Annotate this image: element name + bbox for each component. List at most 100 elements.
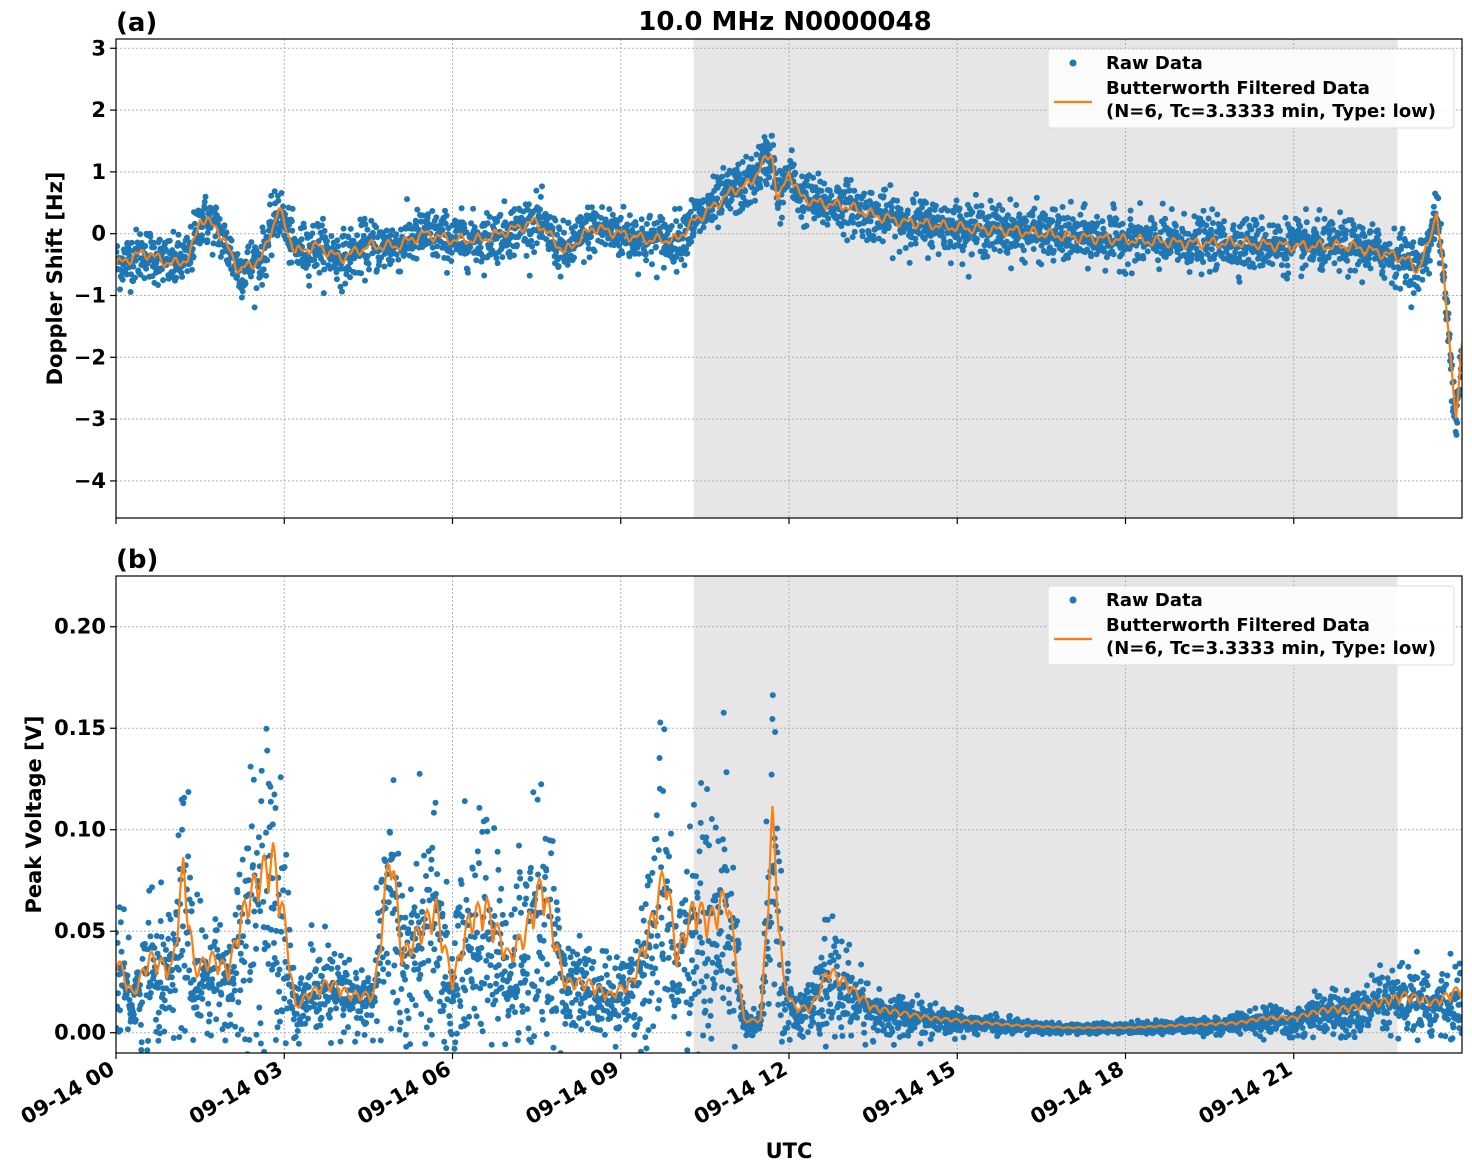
raw-data-point [398, 986, 405, 992]
raw-data-point [237, 950, 244, 957]
raw-data-point [656, 755, 663, 761]
raw-data-point [186, 967, 193, 974]
raw-data-point [1399, 225, 1406, 232]
raw-data-point [640, 917, 647, 924]
raw-data-point [711, 981, 718, 988]
raw-data-point [171, 250, 178, 257]
raw-data-point [244, 918, 251, 925]
raw-data-point [175, 966, 182, 973]
raw-data-point [426, 897, 433, 904]
raw-data-point [199, 995, 206, 1002]
raw-data-point [210, 1067, 216, 1073]
raw-data-point [1251, 264, 1258, 271]
raw-data-point [554, 907, 561, 914]
raw-data-point [1101, 248, 1108, 255]
raw-data-point [896, 248, 903, 255]
legend-filtered-label: Butterworth Filtered Data [1106, 78, 1370, 99]
raw-data-point [415, 966, 422, 973]
raw-data-point [713, 942, 720, 949]
raw-data-point [349, 1005, 356, 1012]
raw-data-point [430, 967, 437, 974]
raw-data-point [160, 941, 167, 948]
raw-data-point [1185, 230, 1192, 237]
raw-data-point [343, 971, 350, 978]
raw-data-point [1424, 253, 1431, 260]
raw-data-point [1084, 265, 1091, 272]
raw-data-point [519, 1003, 526, 1009]
raw-data-point [483, 816, 490, 823]
raw-data-point [147, 990, 154, 996]
raw-data-point [859, 233, 866, 240]
raw-data-point [632, 222, 639, 229]
raw-data-point [149, 884, 155, 891]
raw-data-point [177, 952, 184, 959]
raw-data-point [251, 304, 258, 311]
raw-data-point [228, 237, 235, 244]
raw-data-point [1236, 278, 1243, 285]
raw-data-point [708, 1035, 715, 1042]
raw-data-point [130, 263, 137, 270]
raw-data-point [921, 236, 928, 242]
raw-data-point [523, 895, 530, 902]
raw-data-point [440, 980, 447, 987]
raw-data-point [956, 237, 963, 243]
raw-data-point [1352, 267, 1359, 274]
raw-data-point [521, 901, 528, 908]
raw-data-point [442, 974, 449, 980]
raw-data-point [392, 906, 399, 913]
raw-data-point [206, 1018, 212, 1025]
raw-data-point [328, 233, 335, 240]
filtered-data-line [116, 153, 1462, 419]
y-axis-label: Doppler Shift [Hz] [43, 172, 67, 386]
raw-data-point [133, 226, 140, 233]
raw-data-point [672, 206, 678, 212]
raw-data-point [487, 982, 494, 989]
raw-data-point [1077, 211, 1084, 218]
raw-data-point [1347, 267, 1354, 274]
raw-data-point [1278, 262, 1285, 269]
raw-data-point [748, 155, 755, 162]
raw-data-point [1113, 216, 1120, 223]
raw-data-point [202, 193, 209, 200]
raw-data-point [486, 213, 493, 220]
raw-data-point [655, 847, 662, 854]
raw-data-point [1454, 419, 1461, 426]
raw-data-point [1198, 251, 1205, 258]
raw-data-point [282, 1040, 289, 1047]
raw-data-point [485, 929, 492, 936]
raw-data-point [407, 1041, 414, 1048]
raw-data-point [236, 904, 243, 911]
raw-data-point [1122, 270, 1129, 277]
raw-data-point [1159, 200, 1166, 207]
raw-data-point [119, 276, 126, 283]
raw-data-point [295, 1040, 302, 1047]
raw-data-point [483, 974, 490, 981]
raw-data-point [295, 985, 302, 992]
raw-data-point [501, 198, 508, 205]
legend-box [1047, 48, 1455, 129]
raw-data-point [256, 1004, 263, 1011]
raw-data-point [523, 252, 530, 259]
raw-data-point [1375, 238, 1382, 245]
raw-data-point [686, 975, 693, 982]
raw-data-point [735, 161, 742, 168]
raw-data-point [324, 238, 330, 244]
raw-data-point [941, 238, 948, 245]
raw-data-point [478, 944, 485, 951]
raw-data-point [824, 221, 831, 228]
raw-data-point [143, 1058, 149, 1064]
raw-data-point [811, 215, 818, 222]
raw-data-point [441, 1038, 448, 1045]
raw-data-point [487, 962, 494, 969]
raw-data-point [402, 1031, 409, 1038]
raw-data-point [1426, 257, 1433, 264]
raw-data-point [305, 1015, 311, 1022]
raw-data-point [519, 1008, 526, 1015]
raw-data-point [347, 259, 354, 266]
raw-data-point [687, 823, 693, 830]
raw-data-point [1276, 227, 1283, 234]
raw-data-point [1388, 280, 1395, 287]
raw-data-point [1253, 220, 1260, 227]
raw-data-point [550, 1044, 557, 1051]
raw-data-point [451, 1045, 458, 1052]
